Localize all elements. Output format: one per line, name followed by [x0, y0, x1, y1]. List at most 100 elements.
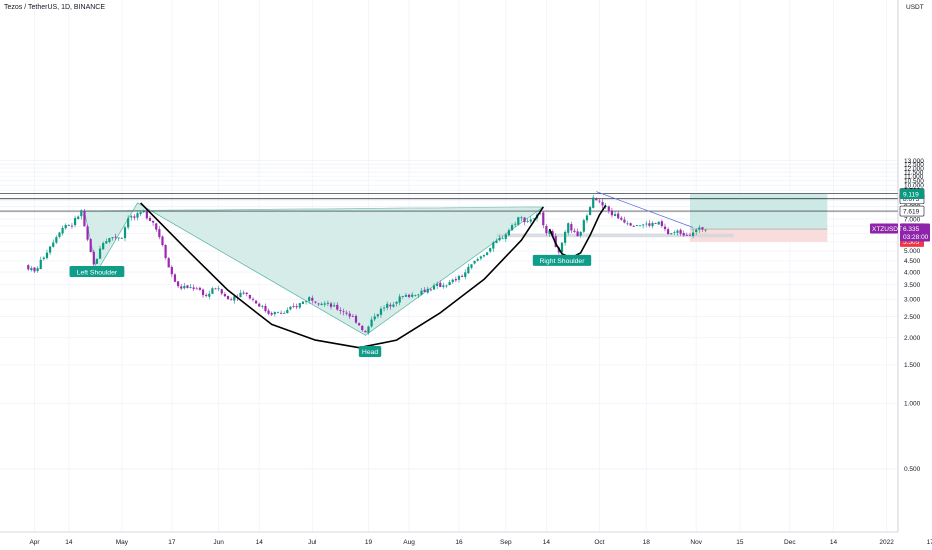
candle-body[interactable] [626, 223, 629, 225]
candle[interactable] [348, 310, 351, 320]
candle-body[interactable] [27, 265, 30, 270]
candle[interactable] [386, 301, 389, 311]
candle[interactable] [564, 230, 567, 246]
candle-body[interactable] [73, 218, 77, 226]
price-axis[interactable]: USDT 13.00012.50012.00011.50011.00010.50… [870, 0, 932, 550]
candle-body[interactable] [123, 227, 127, 239]
candle-body[interactable] [432, 285, 436, 290]
candle-body[interactable] [592, 197, 595, 208]
candle[interactable] [613, 211, 617, 217]
candle-body[interactable] [370, 319, 373, 327]
candle[interactable] [392, 301, 395, 308]
candle-body[interactable] [292, 305, 295, 307]
candle-body[interactable] [485, 252, 489, 255]
candle[interactable] [261, 304, 264, 309]
candle-body[interactable] [323, 303, 326, 305]
candle[interactable] [476, 257, 479, 262]
candle[interactable] [495, 238, 498, 244]
candle-body[interactable] [264, 305, 267, 312]
candle[interactable] [501, 235, 504, 240]
candle[interactable] [370, 316, 373, 328]
candle-body[interactable] [30, 267, 33, 271]
candle-body[interactable] [642, 224, 645, 226]
candle[interactable] [292, 303, 295, 309]
candle[interactable] [592, 194, 595, 209]
candle[interactable] [217, 285, 220, 292]
candle[interactable] [251, 297, 255, 302]
candle-body[interactable] [585, 215, 589, 221]
candle-body[interactable] [167, 258, 170, 268]
candle[interactable] [642, 223, 645, 229]
candle-body[interactable] [548, 230, 551, 234]
candle-body[interactable] [189, 287, 192, 288]
candle[interactable] [273, 311, 276, 317]
candle[interactable] [479, 255, 482, 261]
candle[interactable] [648, 220, 651, 228]
candle[interactable] [223, 292, 226, 297]
candle-body[interactable] [242, 292, 245, 294]
candle-body[interactable] [173, 274, 177, 282]
candle[interactable] [638, 225, 642, 227]
candle-body[interactable] [457, 276, 461, 280]
candle[interactable] [361, 325, 364, 332]
candle-body[interactable] [632, 225, 635, 227]
candle[interactable] [58, 231, 61, 239]
candle[interactable] [283, 311, 286, 314]
candle-body[interactable] [133, 216, 136, 218]
candle-body[interactable] [529, 219, 532, 222]
candle-body[interactable] [551, 231, 554, 237]
candle[interactable] [504, 232, 507, 242]
candle-body[interactable] [120, 237, 123, 239]
candle[interactable] [682, 230, 685, 237]
candle-body[interactable] [691, 232, 695, 236]
candle-body[interactable] [80, 210, 83, 217]
candle-body[interactable] [670, 233, 673, 235]
candle-body[interactable] [620, 217, 623, 220]
candle[interactable] [667, 227, 670, 235]
candle[interactable] [245, 292, 248, 297]
candle[interactable] [158, 226, 161, 240]
candle-body[interactable] [49, 246, 52, 253]
candle[interactable] [239, 289, 242, 298]
candle[interactable] [192, 284, 195, 291]
candle[interactable] [30, 266, 33, 272]
candle[interactable] [582, 218, 585, 233]
candle[interactable] [573, 228, 576, 233]
candle[interactable] [448, 279, 451, 286]
candle[interactable] [570, 221, 573, 233]
candle-body[interactable] [607, 206, 610, 211]
candle-body[interactable] [61, 227, 64, 234]
candle[interactable] [130, 214, 133, 221]
candle[interactable] [588, 205, 592, 216]
candle[interactable] [432, 283, 436, 290]
candle-body[interactable] [326, 302, 329, 304]
candle-body[interactable] [414, 295, 417, 296]
candle-body[interactable] [102, 242, 105, 250]
candle[interactable] [198, 286, 202, 291]
candle-body[interactable] [461, 275, 464, 277]
candle[interactable] [676, 229, 679, 236]
candle[interactable] [123, 225, 127, 242]
candle[interactable] [304, 300, 308, 305]
candle[interactable] [585, 213, 589, 224]
candle-body[interactable] [286, 309, 289, 314]
candle[interactable] [339, 307, 342, 315]
candle-body[interactable] [164, 244, 167, 258]
candle[interactable] [526, 218, 529, 224]
candle-body[interactable] [279, 312, 283, 314]
candle-body[interactable] [539, 213, 542, 215]
candle[interactable] [139, 210, 142, 217]
candle-body[interactable] [136, 213, 139, 218]
candle-body[interactable] [567, 223, 570, 233]
candle-body[interactable] [358, 323, 361, 326]
candle-body[interactable] [89, 239, 92, 253]
candle[interactable] [264, 303, 267, 313]
candle-body[interactable] [373, 316, 376, 320]
candle[interactable] [64, 223, 67, 230]
candle[interactable] [617, 210, 620, 219]
candle-body[interactable] [283, 313, 286, 314]
candle-body[interactable] [33, 267, 36, 272]
candle-body[interactable] [339, 310, 342, 312]
candle[interactable] [33, 267, 36, 274]
candle[interactable] [439, 280, 442, 288]
